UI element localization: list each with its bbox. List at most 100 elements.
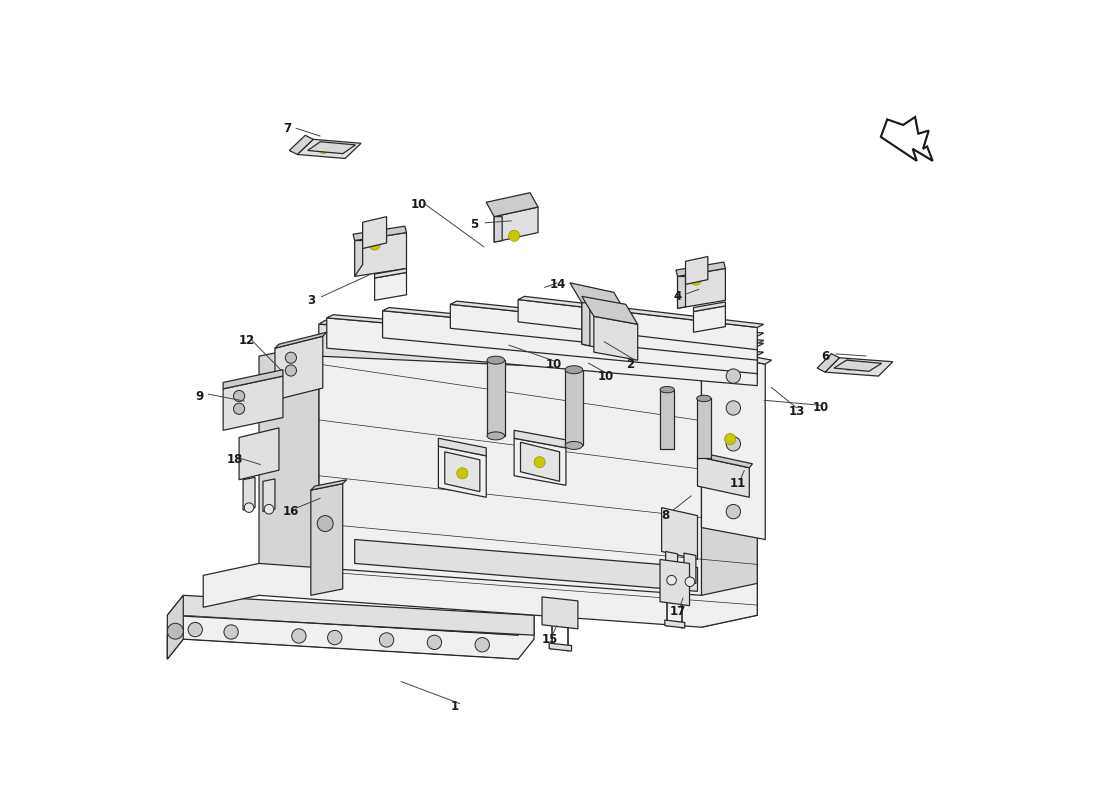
Polygon shape bbox=[363, 217, 386, 249]
Circle shape bbox=[691, 274, 702, 285]
Polygon shape bbox=[664, 620, 684, 628]
Polygon shape bbox=[444, 452, 480, 492]
Text: 17: 17 bbox=[670, 605, 685, 618]
Polygon shape bbox=[354, 241, 363, 277]
Polygon shape bbox=[439, 446, 486, 498]
Polygon shape bbox=[375, 269, 407, 278]
Polygon shape bbox=[518, 299, 757, 350]
Text: 3: 3 bbox=[307, 294, 315, 307]
Polygon shape bbox=[693, 306, 725, 332]
Polygon shape bbox=[167, 615, 535, 659]
Text: 15: 15 bbox=[542, 633, 559, 646]
Text: 13: 13 bbox=[789, 406, 805, 418]
Polygon shape bbox=[696, 398, 711, 458]
Circle shape bbox=[244, 503, 254, 513]
Text: 12: 12 bbox=[239, 334, 255, 346]
Polygon shape bbox=[514, 438, 565, 486]
Polygon shape bbox=[223, 370, 283, 389]
Text: 10: 10 bbox=[410, 198, 427, 211]
Circle shape bbox=[726, 473, 740, 487]
Polygon shape bbox=[678, 277, 685, 308]
Ellipse shape bbox=[487, 356, 505, 364]
Circle shape bbox=[264, 505, 274, 514]
Polygon shape bbox=[239, 428, 279, 480]
Polygon shape bbox=[167, 595, 184, 659]
Polygon shape bbox=[327, 314, 763, 355]
Polygon shape bbox=[223, 376, 283, 430]
Polygon shape bbox=[383, 310, 757, 374]
Text: 10: 10 bbox=[597, 370, 614, 382]
Polygon shape bbox=[354, 233, 407, 277]
Circle shape bbox=[285, 352, 297, 363]
Ellipse shape bbox=[565, 366, 583, 374]
Text: 10: 10 bbox=[546, 358, 562, 370]
Polygon shape bbox=[666, 551, 678, 582]
Polygon shape bbox=[450, 304, 757, 360]
Circle shape bbox=[456, 468, 468, 479]
Circle shape bbox=[292, 629, 306, 643]
Text: 10: 10 bbox=[813, 402, 829, 414]
Polygon shape bbox=[167, 595, 535, 635]
Polygon shape bbox=[275, 336, 322, 400]
Polygon shape bbox=[243, 478, 255, 510]
Polygon shape bbox=[684, 553, 696, 583]
Polygon shape bbox=[258, 344, 319, 595]
Polygon shape bbox=[693, 302, 725, 311]
Circle shape bbox=[725, 434, 736, 445]
Polygon shape bbox=[289, 135, 314, 154]
Polygon shape bbox=[297, 139, 361, 158]
Polygon shape bbox=[570, 283, 626, 312]
Text: 8: 8 bbox=[661, 509, 670, 522]
Ellipse shape bbox=[660, 386, 674, 393]
Polygon shape bbox=[565, 370, 583, 446]
Circle shape bbox=[188, 622, 202, 637]
Circle shape bbox=[726, 369, 740, 383]
Polygon shape bbox=[660, 559, 690, 606]
Polygon shape bbox=[311, 480, 346, 490]
Circle shape bbox=[685, 577, 695, 586]
Polygon shape bbox=[319, 324, 757, 376]
Polygon shape bbox=[685, 257, 708, 285]
Circle shape bbox=[726, 401, 740, 415]
Polygon shape bbox=[594, 316, 638, 360]
Polygon shape bbox=[825, 358, 893, 376]
Text: 5: 5 bbox=[471, 218, 478, 231]
Polygon shape bbox=[702, 364, 757, 627]
Circle shape bbox=[368, 239, 381, 250]
Text: 4: 4 bbox=[673, 290, 682, 303]
Polygon shape bbox=[311, 484, 343, 595]
Text: 1: 1 bbox=[450, 701, 459, 714]
Polygon shape bbox=[582, 302, 590, 346]
Polygon shape bbox=[881, 117, 933, 161]
Text: 9: 9 bbox=[195, 390, 204, 402]
Polygon shape bbox=[308, 142, 355, 154]
Text: 11: 11 bbox=[729, 478, 746, 490]
Text: 16: 16 bbox=[283, 505, 299, 518]
Text: 6: 6 bbox=[821, 350, 829, 362]
Polygon shape bbox=[354, 539, 697, 591]
Polygon shape bbox=[702, 348, 771, 364]
Circle shape bbox=[508, 230, 519, 242]
Polygon shape bbox=[204, 563, 757, 627]
Polygon shape bbox=[383, 307, 763, 346]
Polygon shape bbox=[275, 332, 327, 348]
Text: 2: 2 bbox=[626, 358, 634, 370]
Polygon shape bbox=[660, 390, 674, 450]
Polygon shape bbox=[439, 438, 486, 456]
Text: 14: 14 bbox=[550, 278, 566, 291]
Polygon shape bbox=[514, 430, 565, 448]
Circle shape bbox=[285, 365, 297, 376]
Polygon shape bbox=[549, 643, 572, 651]
Polygon shape bbox=[697, 457, 749, 498]
Polygon shape bbox=[582, 302, 626, 354]
Circle shape bbox=[233, 403, 244, 414]
Polygon shape bbox=[494, 207, 538, 242]
Polygon shape bbox=[702, 352, 766, 539]
Polygon shape bbox=[327, 318, 757, 386]
Polygon shape bbox=[494, 217, 503, 242]
Polygon shape bbox=[263, 479, 275, 512]
Circle shape bbox=[726, 437, 740, 451]
Circle shape bbox=[844, 359, 855, 370]
Polygon shape bbox=[678, 269, 725, 308]
Circle shape bbox=[328, 630, 342, 645]
